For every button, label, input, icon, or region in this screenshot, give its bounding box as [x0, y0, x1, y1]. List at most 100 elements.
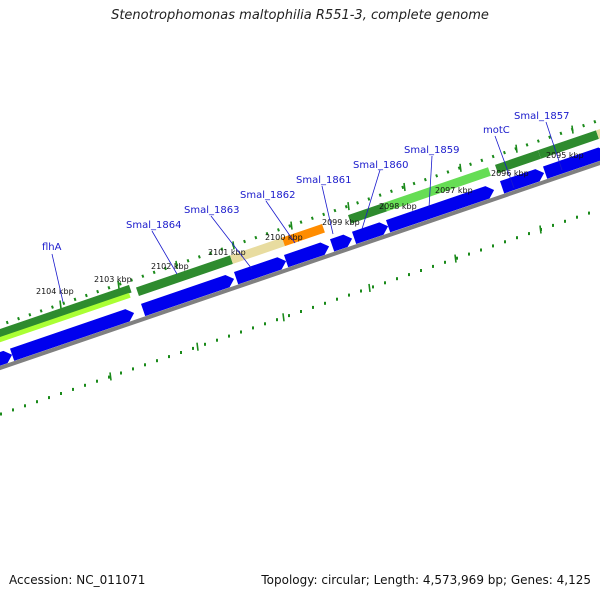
- gene-labels: flhA Smal_1864Smal_1863Smal_1862Smal_1861…: [42, 111, 569, 303]
- gene-label-leader: [210, 215, 253, 270]
- inner-tick-dot: [480, 248, 482, 252]
- inner-tick-dot: [108, 375, 110, 379]
- tick-dot: [412, 181, 416, 186]
- kbp-label: 2097 kbp: [435, 186, 473, 195]
- tick-dot: [209, 251, 213, 255]
- gene-label-leader: [494, 135, 515, 189]
- cds-arrow: [284, 242, 330, 268]
- tick-dot: [277, 228, 280, 232]
- gene-label-leader: [428, 155, 433, 209]
- inner-tick-dot: [276, 318, 278, 322]
- major-tick: [117, 280, 120, 289]
- gene-label: Smal_1863: [184, 205, 239, 216]
- kbp-label: 2099 kbp: [322, 218, 360, 227]
- tick-dot: [39, 309, 43, 313]
- cds-arrow: [500, 169, 545, 194]
- major-tick: [403, 182, 406, 192]
- tick-dot: [118, 282, 122, 286]
- tick-dot: [51, 305, 54, 309]
- tick-dot: [164, 266, 167, 271]
- tick-dot: [367, 197, 371, 201]
- inner-tick-dot: [84, 383, 86, 387]
- inner-tick-dot: [360, 289, 362, 293]
- gene-bar: [538, 130, 599, 159]
- gene-label: Smal_1862: [240, 190, 295, 201]
- tick-dot: [265, 231, 269, 236]
- inner-tick-dot: [144, 363, 146, 367]
- tick-dot: [536, 139, 540, 143]
- tick-dot: [96, 289, 100, 294]
- major-tick: [175, 260, 178, 269]
- gene-label: flhA: [42, 242, 62, 253]
- inner-tick-dot: [72, 387, 74, 391]
- tick-dot: [28, 313, 32, 317]
- tick-dot: [152, 270, 156, 275]
- tick-dot: [5, 320, 9, 325]
- inner-tick-dot: [492, 244, 494, 248]
- inner-tick-dot: [324, 301, 326, 305]
- tick-dot: [130, 278, 133, 282]
- inner-tick-dot: [528, 232, 530, 236]
- inner-tick-dot: [252, 326, 254, 330]
- inner-tick-dot: [420, 269, 422, 272]
- gene-bar: [230, 237, 285, 264]
- major-tick: [290, 221, 293, 230]
- accession-text: Accession: NC_011071: [9, 573, 146, 587]
- inner-tick-dot: [504, 240, 506, 244]
- inner-major-tick: [196, 342, 199, 351]
- gene-bar: [281, 223, 325, 247]
- outer-tick-ring: [5, 120, 597, 325]
- tick-dot: [503, 150, 506, 155]
- tick-dot: [401, 185, 405, 190]
- cds-arrow: [0, 350, 13, 368]
- gene-bar: [384, 167, 491, 212]
- inner-tick-dot: [408, 273, 410, 277]
- kbp-label: 2095 kbp: [546, 151, 584, 160]
- cds-arrow: [386, 186, 495, 233]
- tick-dot: [254, 235, 258, 240]
- kbp-labels: 2104 kbp 2103 kbp 2102 kbp 2101 kbp 2100 kbp…: [36, 151, 584, 296]
- inner-tick-dot: [348, 293, 350, 297]
- backbone-arc: [0, 160, 600, 371]
- tick-dot: [582, 123, 585, 128]
- cds-track: [0, 147, 600, 368]
- inner-tick-ring: [0, 211, 590, 416]
- inner-tick-dot: [456, 256, 458, 260]
- major-tick: [59, 300, 62, 309]
- gene-label: motC: [483, 125, 510, 136]
- tick-dot: [469, 162, 472, 166]
- inner-tick-dot: [36, 400, 38, 404]
- tick-dot: [390, 189, 393, 193]
- tick-dot: [73, 297, 77, 302]
- tick-dot: [322, 212, 326, 217]
- gene-bar: [0, 284, 132, 340]
- tick-dot: [423, 177, 427, 182]
- inner-major-tick: [282, 313, 285, 322]
- tick-dot: [243, 239, 246, 244]
- inner-tick-dot: [24, 404, 26, 408]
- kbp-label: 2100 kbp: [265, 233, 303, 242]
- inner-tick-dot: [264, 322, 266, 326]
- tick-dot: [480, 158, 484, 163]
- major-tick: [459, 163, 462, 172]
- tick-dot: [593, 120, 597, 124]
- gene-track: [0, 127, 600, 346]
- inner-tick-dot: [552, 223, 554, 227]
- inner-tick-dot: [156, 359, 158, 363]
- tick-dot: [344, 204, 348, 209]
- gene-bar: [136, 255, 233, 297]
- gene-label: Smal_1860: [353, 160, 408, 171]
- tick-dot: [288, 224, 292, 228]
- gene-bar: [596, 127, 600, 139]
- kbp-label: 2096 kbp: [491, 169, 529, 178]
- gene-label-leader: [151, 230, 178, 275]
- backbone-line: [0, 160, 600, 371]
- tick-dot: [356, 201, 359, 205]
- cds-arrow: [10, 309, 135, 361]
- gene-label-leader: [51, 253, 64, 303]
- inner-tick-dot: [60, 392, 62, 395]
- inner-tick-dot: [120, 371, 122, 375]
- cds-arrow: [543, 147, 600, 179]
- inner-tick-dot: [396, 277, 398, 281]
